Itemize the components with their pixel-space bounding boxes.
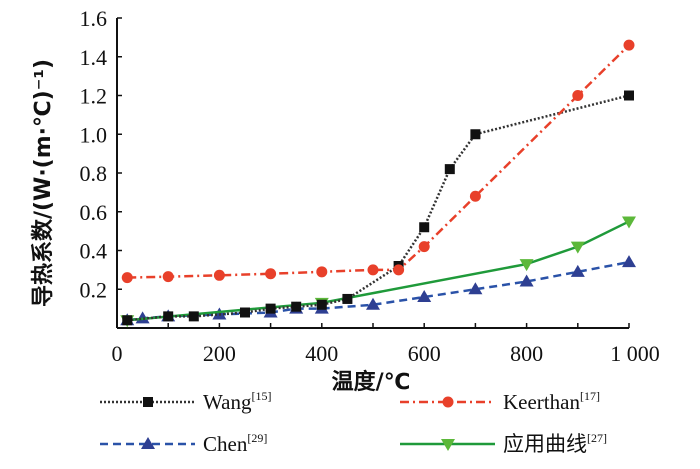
x-tick-label: 200 bbox=[203, 341, 236, 366]
data-point bbox=[622, 255, 636, 268]
data-point bbox=[240, 307, 250, 318]
data-point bbox=[367, 264, 379, 276]
plot-area bbox=[120, 39, 636, 328]
data-point bbox=[519, 274, 534, 287]
x-axis-title: 温度/℃ bbox=[332, 369, 411, 395]
y-axis-title: 导热系数/(W·(m·℃)⁻¹) bbox=[30, 59, 56, 307]
data-point bbox=[468, 282, 483, 295]
data-point bbox=[572, 90, 584, 101]
data-point bbox=[162, 271, 174, 283]
series-Keerthan bbox=[121, 39, 635, 284]
legend-label: Chen[29] bbox=[203, 431, 267, 456]
y-tick-label: 1.6 bbox=[80, 6, 108, 31]
data-point bbox=[418, 241, 430, 253]
data-point bbox=[213, 269, 225, 281]
data-point bbox=[570, 241, 585, 254]
data-point bbox=[624, 90, 634, 101]
data-point bbox=[469, 190, 481, 202]
x-tick-label: 600 bbox=[408, 341, 441, 366]
y-tick-label: 1.2 bbox=[80, 84, 108, 109]
legend-marker bbox=[143, 397, 153, 407]
y-tick-label: 0.6 bbox=[80, 200, 108, 225]
x-tick-label: 0 bbox=[112, 341, 123, 366]
data-point bbox=[444, 164, 455, 175]
legend-label: 应用曲线[27] bbox=[503, 431, 607, 456]
data-point bbox=[419, 222, 430, 233]
legend-item: Keerthan[17] bbox=[400, 389, 600, 414]
legend-marker bbox=[442, 396, 454, 408]
data-point bbox=[122, 315, 133, 326]
series-line bbox=[127, 94, 630, 322]
data-point bbox=[570, 264, 585, 277]
x-tick-label: 1 000 bbox=[610, 341, 660, 366]
y-tick-label: 0.4 bbox=[80, 239, 108, 264]
data-point bbox=[265, 268, 277, 280]
legend: Wang[15] Keerthan[17] Chen[29] 应用曲线[27] bbox=[100, 389, 607, 456]
data-point bbox=[417, 290, 432, 302]
data-point bbox=[623, 39, 635, 51]
y-tick-label: 0.2 bbox=[80, 277, 108, 302]
x-tick-label: 800 bbox=[510, 341, 543, 366]
legend-item: Chen[29] bbox=[100, 431, 267, 456]
series-line bbox=[127, 44, 630, 279]
data-point bbox=[393, 264, 405, 276]
legend-marker bbox=[441, 439, 455, 451]
data-point bbox=[163, 311, 174, 322]
data-point bbox=[291, 301, 302, 312]
data-point bbox=[470, 129, 481, 140]
series-Wang bbox=[122, 90, 634, 326]
data-point bbox=[316, 299, 327, 310]
data-point bbox=[265, 303, 276, 314]
y-tick-label: 1.4 bbox=[80, 45, 108, 70]
data-point bbox=[188, 311, 199, 322]
data-point bbox=[622, 216, 636, 229]
legend-item: Wang[15] bbox=[100, 389, 271, 414]
data-point bbox=[121, 272, 133, 284]
data-point bbox=[342, 293, 353, 304]
y-ticks: 0.2 0.4 0.6 0.8 1.0 1.2 1.4 1.6 bbox=[80, 6, 122, 302]
data-point bbox=[519, 259, 534, 272]
data-point bbox=[366, 297, 380, 310]
y-tick-label: 1.0 bbox=[80, 122, 108, 147]
legend-item: 应用曲线[27] bbox=[400, 431, 607, 456]
data-point bbox=[316, 266, 328, 278]
x-tick-label: 400 bbox=[305, 341, 338, 366]
x-ticks: 0 200 400 600 800 1 000 bbox=[112, 323, 660, 366]
y-tick-label: 0.8 bbox=[80, 161, 108, 186]
legend-marker bbox=[141, 437, 155, 449]
legend-label: Wang[15] bbox=[203, 389, 271, 414]
legend-label: Keerthan[17] bbox=[503, 389, 600, 414]
